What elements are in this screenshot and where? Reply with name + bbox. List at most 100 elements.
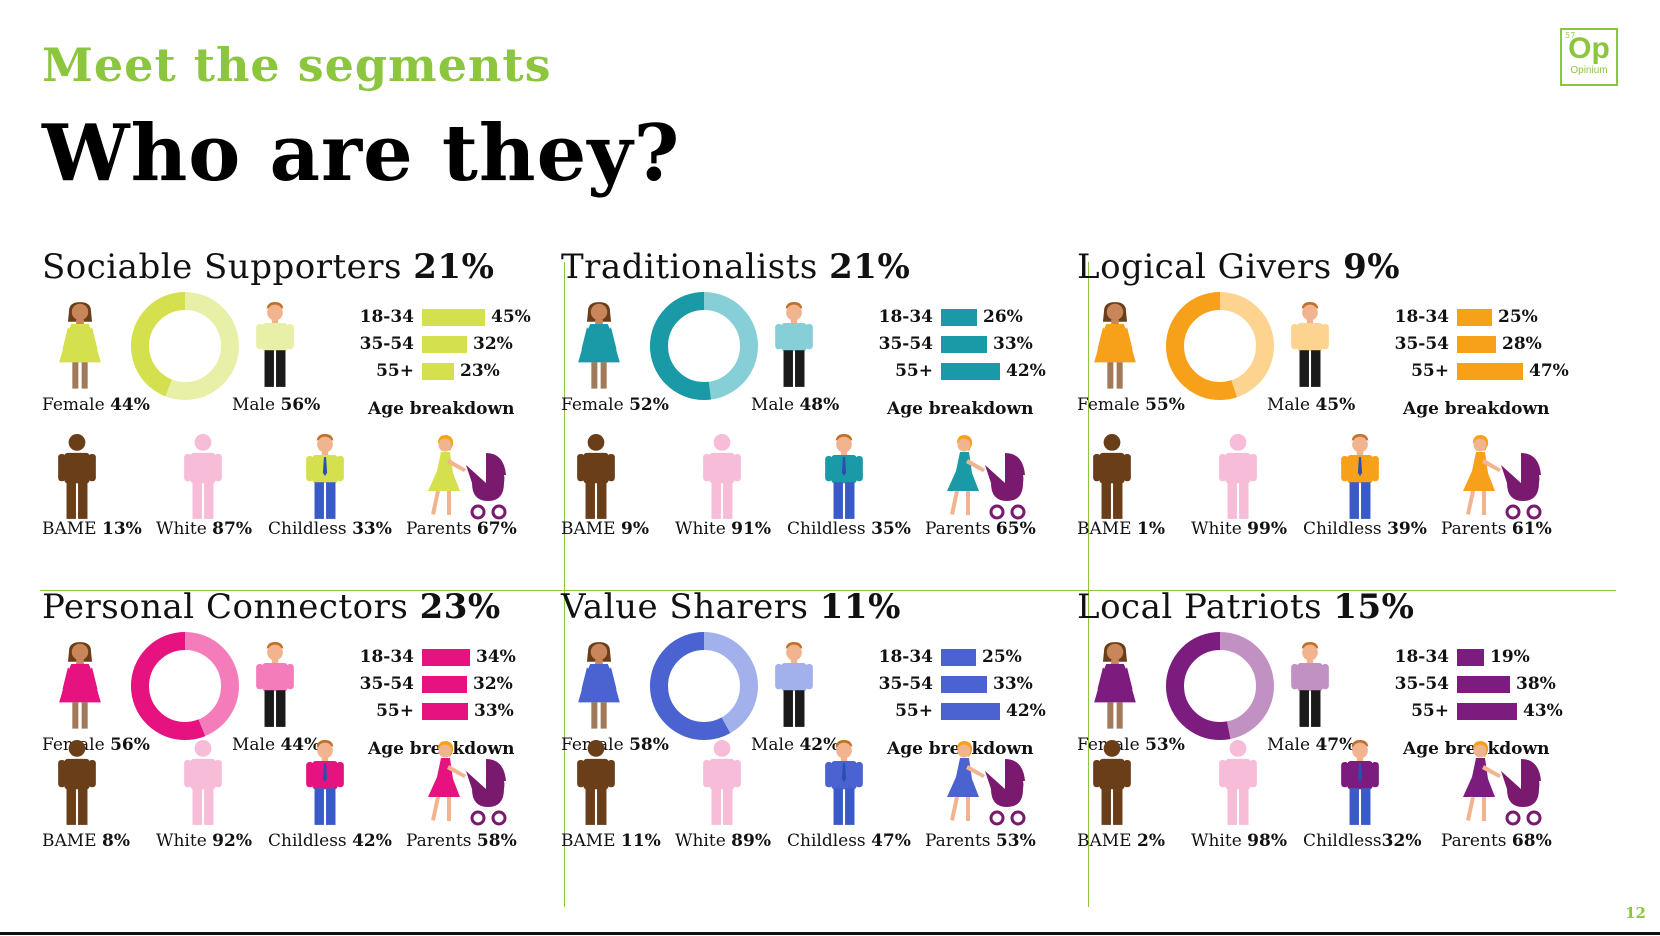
age-breakdown-caption: Age breakdown <box>368 399 515 419</box>
section-kicker: Meet the segments <box>42 38 552 92</box>
age-bar <box>941 703 1000 720</box>
bame-label: BAME 8% <box>42 831 130 851</box>
segment-panel: Traditionalists 21% Female 52% Male 48% <box>561 247 1081 567</box>
segment-title: Logical Givers 9% <box>1077 247 1401 287</box>
age-group-label: 55+ <box>1411 361 1449 381</box>
age-value: 38% <box>1516 674 1556 694</box>
male-label: Male 48% <box>751 395 840 415</box>
column-divider <box>564 262 565 907</box>
parent-with-pram-icon <box>939 433 1029 525</box>
female-label: Female 55% <box>1077 395 1185 415</box>
row-divider <box>40 590 1616 591</box>
age-group-label: 35-54 <box>359 674 414 694</box>
age-row: 18-34 25% <box>1393 307 1613 327</box>
age-bar <box>941 676 987 693</box>
bame-icon <box>575 433 617 525</box>
segment-title: Value Sharers 11% <box>561 587 901 627</box>
age-row: 35-54 32% <box>358 674 578 694</box>
bame-icon <box>56 739 98 831</box>
age-group-label: 35-54 <box>359 334 414 354</box>
gender-donut <box>130 631 240 741</box>
age-bar <box>422 676 467 693</box>
white-label: White 99% <box>1191 519 1287 539</box>
gender-donut <box>130 291 240 401</box>
gender-donut <box>649 291 759 401</box>
parent-with-pram-icon <box>420 739 510 831</box>
male-icon <box>1289 301 1331 393</box>
age-value: 32% <box>473 674 513 694</box>
female-icon <box>1093 301 1137 397</box>
page-title: Who are they? <box>42 108 681 199</box>
bame-label: BAME 11% <box>561 831 661 851</box>
white-label: White 91% <box>675 519 771 539</box>
age-row: 35-54 28% <box>1393 334 1613 354</box>
male-icon <box>773 301 815 393</box>
age-breakdown-caption: Age breakdown <box>1403 399 1550 419</box>
white-icon <box>182 739 224 831</box>
female-icon <box>58 641 102 737</box>
parents-label: Parents 67% <box>406 519 517 539</box>
age-value: 32% <box>473 334 513 354</box>
parent-with-pram-icon <box>939 739 1029 831</box>
age-group-label: 18-34 <box>1394 307 1449 327</box>
male-icon <box>254 301 296 393</box>
age-bar <box>422 649 470 666</box>
bame-label: BAME 1% <box>1077 519 1165 539</box>
parent-with-pram-icon <box>1455 739 1545 831</box>
segment-title: Sociable Supporters 21% <box>42 247 495 287</box>
childless-label: Childless 35% <box>787 519 911 539</box>
parent-with-pram-icon <box>1455 433 1545 525</box>
bame-label: BAME 9% <box>561 519 649 539</box>
age-bar <box>1457 649 1484 666</box>
age-row: 55+ 33% <box>358 701 578 721</box>
age-value: 25% <box>982 647 1022 667</box>
gender-donut <box>1165 291 1275 401</box>
age-row: 18-34 25% <box>877 647 1097 667</box>
age-row: 35-54 33% <box>877 674 1097 694</box>
age-row: 18-34 19% <box>1393 647 1613 667</box>
opinium-logo: 57 Op Opinium <box>1560 28 1618 86</box>
age-bar <box>941 649 976 666</box>
male-label: Male 47% <box>1267 735 1356 755</box>
gender-donut <box>1165 631 1275 741</box>
female-icon <box>577 641 621 737</box>
segment-title: Traditionalists 21% <box>561 247 911 287</box>
bame-label: BAME 2% <box>1077 831 1165 851</box>
age-value: 33% <box>993 334 1033 354</box>
bame-icon <box>575 739 617 831</box>
footer-rule <box>0 932 1660 935</box>
age-group-label: 55+ <box>1411 701 1449 721</box>
age-value: 26% <box>983 307 1023 327</box>
age-value: 45% <box>491 307 531 327</box>
age-bar <box>1457 703 1517 720</box>
bame-icon <box>1091 739 1133 831</box>
male-label: Male 42% <box>751 735 840 755</box>
age-group-label: 18-34 <box>359 307 414 327</box>
white-icon <box>701 739 743 831</box>
childless-label: Childless 47% <box>787 831 911 851</box>
age-row: 55+ 42% <box>877 701 1097 721</box>
age-group-label: 35-54 <box>878 334 933 354</box>
age-bar <box>1457 309 1492 326</box>
parents-label: Parents 61% <box>1441 519 1552 539</box>
page-number: 12 <box>1625 904 1646 922</box>
childless-icon <box>304 739 346 831</box>
female-icon <box>58 301 102 397</box>
childless-icon <box>1339 433 1381 525</box>
white-icon <box>1217 433 1259 525</box>
age-group-label: 18-34 <box>1394 647 1449 667</box>
parents-label: Parents 58% <box>406 831 517 851</box>
age-bar <box>941 336 987 353</box>
age-breakdown-caption: Age breakdown <box>887 399 1034 419</box>
age-value: 23% <box>460 361 500 381</box>
segment-panel: Sociable Supporters 21% Female 44% Male … <box>42 247 562 567</box>
segment-panel: Personal Connectors 23% Female 56% Male … <box>42 587 562 907</box>
female-label: Female 52% <box>561 395 669 415</box>
age-row: 18-34 26% <box>877 307 1097 327</box>
male-icon <box>1289 641 1331 733</box>
white-icon <box>701 433 743 525</box>
segment-panel: Local Patriots 15% Female 53% Male 47% <box>1077 587 1597 907</box>
age-bar <box>422 703 468 720</box>
childless-label: Childless 42% <box>268 831 392 851</box>
age-group-label: 55+ <box>895 361 933 381</box>
